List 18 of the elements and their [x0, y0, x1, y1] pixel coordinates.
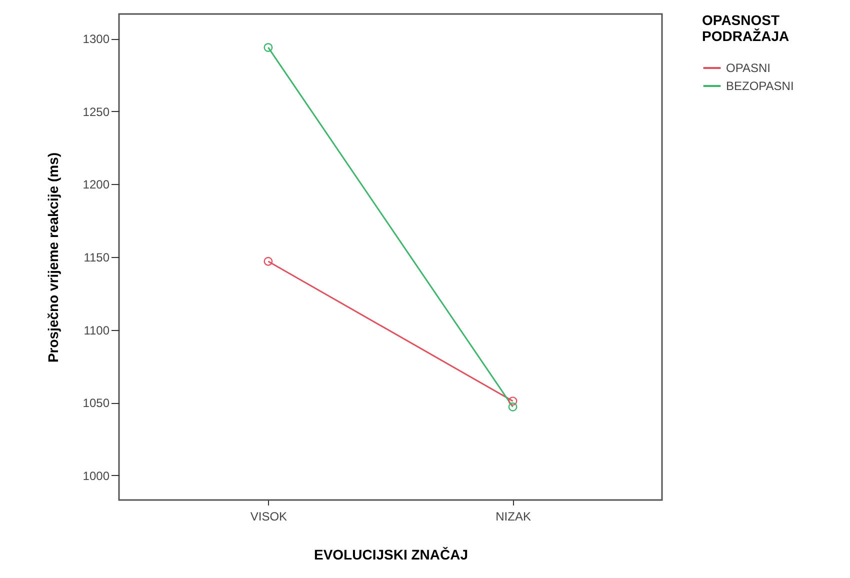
y-tick-label: 1150	[84, 250, 110, 264]
point	[508, 396, 518, 406]
legend-title: OPASNOST PODRAŽAJA	[702, 12, 790, 44]
y-tick-label: 1300	[82, 32, 110, 46]
x-tick-label: VISOK	[250, 510, 288, 524]
y-tick-label: 1000	[82, 468, 110, 483]
y-tick-label: 1050	[82, 396, 110, 410]
point	[264, 43, 273, 52]
y-axis-title: Prosječno vrijeme reakcije (ms)	[44, 152, 61, 363]
legend-label: OPASNI	[726, 61, 770, 75]
y-tick-label: 1200	[82, 178, 110, 192]
y-tick-label: 1100	[84, 323, 110, 338]
point	[508, 402, 518, 412]
legend-label: BEZOPASNI	[726, 79, 794, 93]
x-tick-label: NIZAK	[496, 510, 531, 524]
y-tick-label: 1250	[82, 104, 110, 119]
point	[264, 256, 273, 266]
x-axis-title: EVOLUCIJSKI ZNAČAJ	[314, 546, 468, 562]
